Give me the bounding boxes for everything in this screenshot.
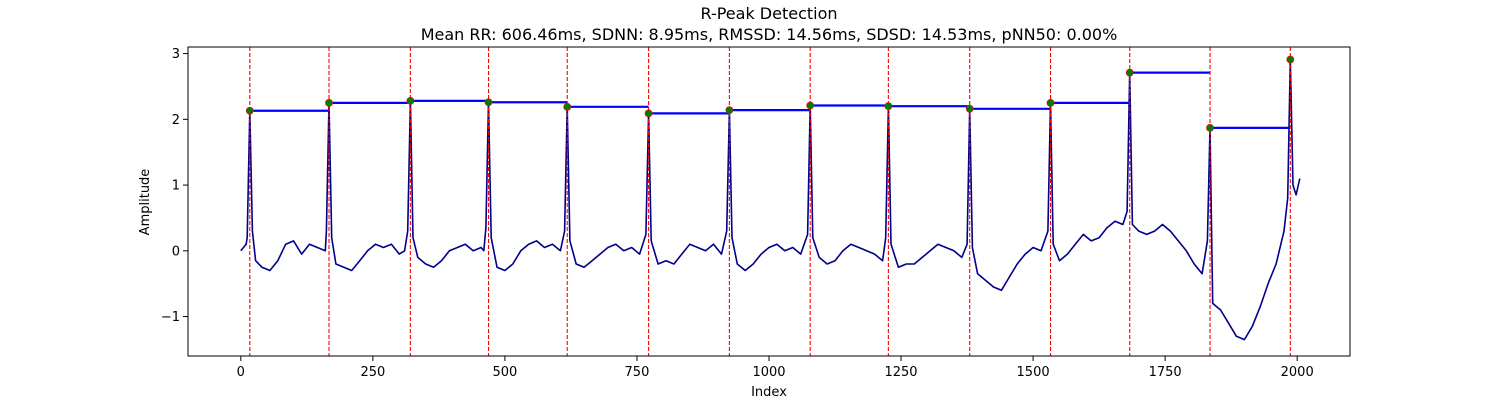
- r-peak-marker: [245, 106, 254, 115]
- plot-frame: [187, 46, 1351, 357]
- y-tick-label: 3: [172, 47, 180, 62]
- r-peak-marker: [725, 106, 734, 115]
- r-peak-marker: [406, 97, 415, 105]
- r-peak-marker: [1286, 55, 1295, 64]
- y-tick-label: 1: [172, 179, 180, 194]
- r-peak-marker: [1125, 68, 1134, 77]
- r-peak-marker: [644, 109, 653, 118]
- x-axis-label: Index: [751, 385, 787, 400]
- x-tick-label: 500: [492, 365, 517, 380]
- y-tick-label: 0: [172, 244, 180, 259]
- x-tick-label: 1250: [884, 365, 917, 380]
- r-peak-marker: [884, 102, 893, 111]
- r-peak-marker: [563, 102, 572, 111]
- r-peak-marker: [484, 98, 493, 107]
- x-tick-label: 250: [360, 365, 385, 380]
- x-tick-label: 1500: [1017, 365, 1050, 380]
- x-axis: 0 250 500 750 1000 1250 1500 1750 2000: [237, 356, 1314, 380]
- plot-area: [240, 47, 1301, 356]
- y-tick-label: −1: [161, 310, 180, 325]
- r-peak-marker: [1046, 98, 1055, 107]
- r-peak-marker: [806, 101, 815, 110]
- x-tick-label: 1750: [1149, 365, 1182, 380]
- y-tick-label: 2: [172, 113, 180, 128]
- x-tick-label: 1000: [752, 365, 785, 380]
- r-peak-marker: [325, 98, 333, 107]
- ecg-signal-line: [240, 58, 1301, 341]
- x-tick-label: 0: [237, 365, 245, 380]
- y-axis-label: Amplitude: [138, 169, 153, 236]
- chart-title: R-Peak Detection: [700, 4, 837, 23]
- r-peak-marker: [965, 104, 974, 113]
- x-tick-label: 750: [625, 365, 650, 380]
- r-peak-marker: [1206, 123, 1214, 132]
- chart-subtitle: Mean RR: 606.46ms, SDNN: 8.95ms, RMSSD: …: [421, 25, 1118, 44]
- x-tick-label: 2000: [1281, 365, 1314, 380]
- y-axis: −1 0 1 2 3: [161, 47, 188, 325]
